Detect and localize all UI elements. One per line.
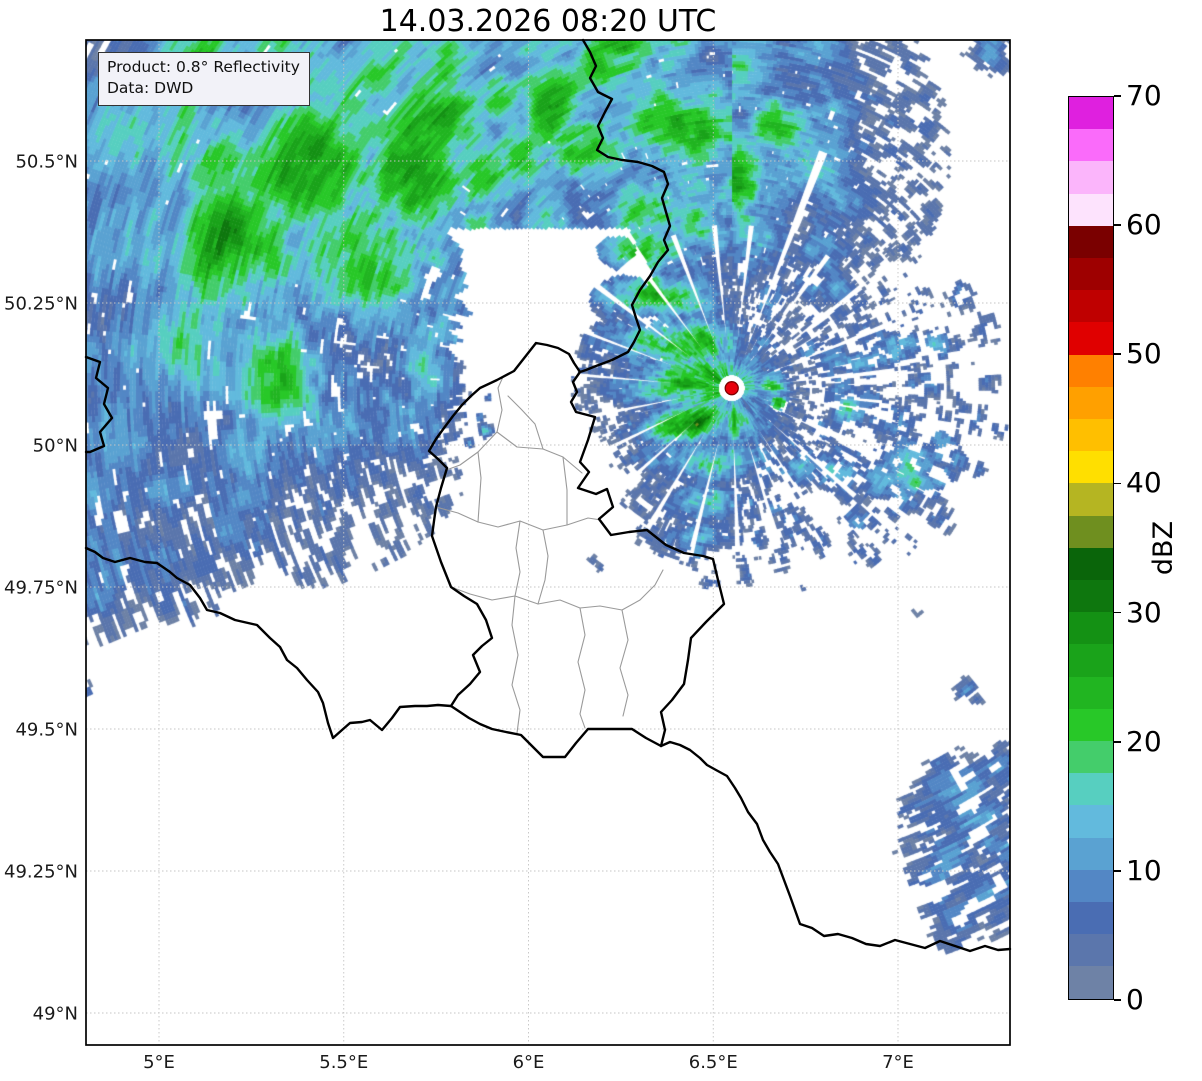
canton-border xyxy=(577,607,586,729)
canton-border xyxy=(435,506,602,531)
colorbar-tick-label: 30 xyxy=(1126,595,1162,629)
product-label: Product: 0.8° Reflectivity xyxy=(107,58,300,76)
canton-border xyxy=(511,595,521,734)
colorbar-segment xyxy=(1069,483,1113,516)
data-source-label: Data: DWD xyxy=(107,79,194,98)
lat-tick-label: 49.75°N xyxy=(4,578,78,599)
colorbar-segment xyxy=(1069,902,1113,935)
colorbar-segment xyxy=(1069,741,1113,774)
colorbar-segment xyxy=(1069,773,1113,806)
radar-echo-layer xyxy=(86,40,1010,1045)
colorbar-segment xyxy=(1069,708,1113,742)
canton-border xyxy=(437,431,583,474)
luxembourg-border xyxy=(427,341,726,759)
lat-tick-label: 49.5°N xyxy=(15,720,78,741)
colorbar-segment xyxy=(1069,451,1113,484)
canton-border xyxy=(477,451,482,523)
colorbar-segment xyxy=(1069,547,1113,581)
lon-tick-label: 7°E xyxy=(882,1052,914,1073)
colorbar-tick xyxy=(1114,999,1121,1001)
colorbar-segment xyxy=(1069,676,1113,709)
colorbar-segment xyxy=(1069,934,1113,967)
country-border-fr_de xyxy=(659,740,1012,953)
canton-borders xyxy=(435,351,664,734)
colorbar-segment xyxy=(1069,225,1113,259)
colorbar-tick-label: 0 xyxy=(1126,983,1144,1016)
colorbar-segment xyxy=(1069,515,1113,548)
colorbar-tick xyxy=(1114,224,1121,226)
canton-border xyxy=(619,609,629,717)
colorbar-segment xyxy=(1069,580,1113,613)
colorbar-segment xyxy=(1069,354,1113,387)
colorbar-tick xyxy=(1114,482,1121,485)
colorbar-tick xyxy=(1114,353,1121,356)
colorbar-tick-label: 50 xyxy=(1126,337,1162,371)
canton-border xyxy=(562,456,568,526)
product-annotation-box: Product: 0.8° Reflectivity Data: DWD xyxy=(98,52,310,106)
lon-tick-label: 5°E xyxy=(143,1052,175,1073)
colorbar-tick-label: 60 xyxy=(1126,208,1162,242)
country-border-fr_west_bulge xyxy=(84,355,114,454)
colorbar-segment xyxy=(1069,837,1113,870)
lat-tick-label: 50.5°N xyxy=(15,152,78,173)
colorbar-segment xyxy=(1069,612,1113,645)
colorbar-segment xyxy=(1069,129,1113,162)
canton-border xyxy=(496,351,513,433)
canton-border xyxy=(507,395,544,450)
colorbar-tick xyxy=(1114,95,1121,97)
colorbar-tick-label: 70 xyxy=(1126,79,1162,112)
lon-tick-label: 6°E xyxy=(513,1052,545,1073)
colorbar-tick xyxy=(1114,611,1121,614)
colorbar-segment xyxy=(1069,644,1113,677)
colorbar-tick-label: 10 xyxy=(1126,853,1162,887)
country-border-be_de xyxy=(578,38,672,374)
country-border-be_fr xyxy=(84,546,453,740)
canton-border xyxy=(514,520,521,597)
colorbar-segment xyxy=(1069,161,1113,194)
map-frame xyxy=(85,39,1011,1046)
colorbar-segment xyxy=(1069,869,1113,903)
colorbar xyxy=(1068,96,1114,1000)
colorbar-segment xyxy=(1069,322,1113,355)
colorbar-tick xyxy=(1114,870,1121,872)
colorbar-segment xyxy=(1069,805,1113,838)
colorbar-segment xyxy=(1069,258,1113,291)
colorbar-tick xyxy=(1114,740,1121,743)
lat-tick-label: 50.25°N xyxy=(4,294,78,315)
colorbar-segment xyxy=(1069,966,1113,999)
colorbar-segment xyxy=(1069,193,1113,226)
colorbar-axis-label: dBZ xyxy=(1148,520,1179,576)
colorbar-tick-label: 20 xyxy=(1126,724,1162,758)
colorbar-segment xyxy=(1069,290,1113,323)
canton-border xyxy=(537,529,549,605)
colorbar-segment xyxy=(1069,97,1113,130)
lat-tick-label: 49.25°N xyxy=(4,862,78,883)
lon-tick-label: 5.5°E xyxy=(319,1052,368,1073)
figure-title: 14.03.2026 08:20 UTC xyxy=(379,4,717,39)
canton-border xyxy=(450,569,664,611)
lat-tick-label: 49°N xyxy=(33,1004,78,1025)
colorbar-segment xyxy=(1069,386,1113,420)
lon-tick-label: 6.5°E xyxy=(689,1052,738,1073)
lat-tick-label: 50°N xyxy=(33,436,78,457)
radar-site-marker xyxy=(724,381,739,396)
colorbar-segment xyxy=(1069,419,1113,452)
colorbar-tick-label: 40 xyxy=(1126,466,1162,500)
